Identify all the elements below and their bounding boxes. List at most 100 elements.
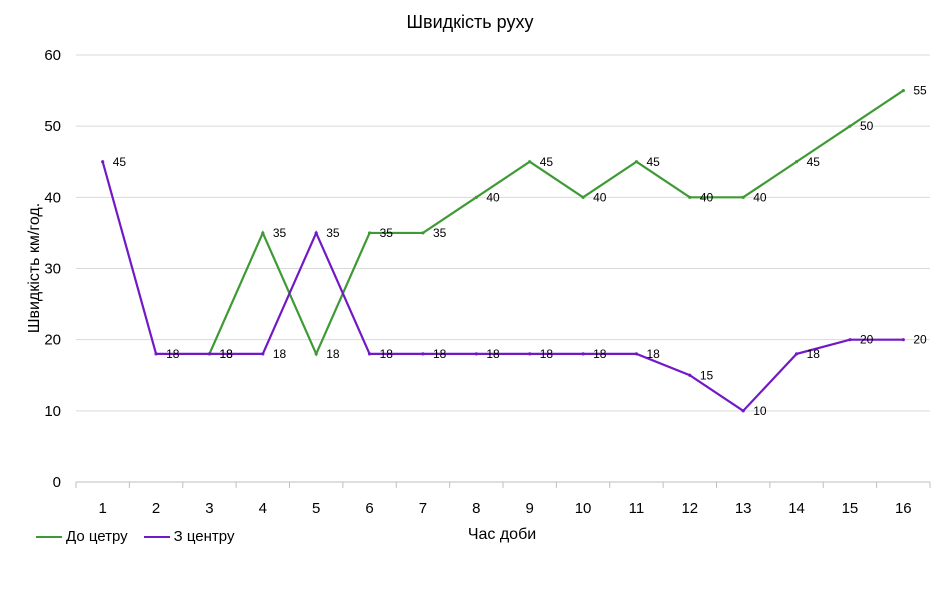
y-tick-label: 60 bbox=[44, 47, 61, 64]
data-point-series-2 bbox=[261, 352, 265, 356]
data-label-series-1: 50 bbox=[860, 119, 874, 133]
data-label-series-1: 45 bbox=[540, 155, 554, 169]
series-line-1 bbox=[208, 89, 904, 357]
data-point-series-2 bbox=[634, 352, 639, 356]
legend-label-series-2: З центру bbox=[173, 528, 235, 545]
data-label-series-2: 18 bbox=[593, 347, 607, 361]
data-label-series-1: 45 bbox=[807, 155, 821, 169]
data-label-series-2: 18 bbox=[273, 347, 287, 361]
data-label-series-1: 40 bbox=[753, 190, 767, 204]
data-label-series-1: 35 bbox=[273, 226, 287, 240]
legend-label-series-1: До цетру bbox=[66, 528, 128, 545]
data-label-series-2: 15 bbox=[700, 368, 714, 382]
data-label-series-2: 18 bbox=[486, 347, 500, 361]
y-tick-label: 20 bbox=[44, 332, 61, 349]
data-point-series-1 bbox=[848, 124, 852, 128]
data-label-series-1: 18 bbox=[326, 347, 340, 361]
data-point-series-1 bbox=[741, 195, 745, 199]
y-tick-label: 0 bbox=[53, 474, 61, 491]
data-point-series-1 bbox=[421, 231, 425, 235]
data-label-series-2: 45 bbox=[113, 155, 127, 169]
data-point-series-2 bbox=[314, 231, 318, 235]
y-tick-label: 10 bbox=[44, 403, 61, 420]
data-point-series-2 bbox=[154, 352, 158, 356]
x-tick-label: 15 bbox=[842, 500, 859, 517]
x-tick-label: 12 bbox=[681, 500, 698, 517]
x-tick-label: 14 bbox=[788, 500, 805, 517]
gridlines bbox=[76, 54, 930, 412]
legend-item-series-1: До цетру bbox=[36, 528, 128, 545]
legend-swatch-series-1 bbox=[36, 535, 62, 538]
legend: До цетру З центру bbox=[36, 528, 250, 545]
series-lines bbox=[101, 88, 905, 413]
data-point-series-2 bbox=[207, 352, 212, 356]
x-tick-label: 4 bbox=[259, 500, 267, 517]
data-label-series-1: 40 bbox=[593, 190, 607, 204]
data-point-series-1 bbox=[581, 195, 585, 199]
x-axis-title: Час доби bbox=[468, 526, 536, 543]
data-point-series-2 bbox=[848, 338, 852, 342]
data-label-series-2: 35 bbox=[326, 226, 340, 240]
y-axis-title: Швидкість км/год. bbox=[26, 203, 43, 333]
data-point-series-2 bbox=[474, 352, 478, 356]
x-tick-label: 6 bbox=[365, 500, 373, 517]
data-point-series-1 bbox=[367, 231, 372, 235]
data-label-series-2: 20 bbox=[913, 333, 927, 347]
data-point-series-2 bbox=[421, 352, 425, 356]
data-point-series-1 bbox=[474, 195, 478, 199]
x-tick-label: 3 bbox=[205, 500, 213, 517]
y-tick-labels: 0 10 20 30 40 50 60 bbox=[44, 47, 61, 491]
data-label-series-1: 35 bbox=[433, 226, 447, 240]
x-tick-label: 16 bbox=[895, 500, 912, 517]
data-label-series-1: 40 bbox=[486, 190, 500, 204]
data-point-series-2 bbox=[688, 373, 692, 377]
x-tick-label: 5 bbox=[312, 500, 320, 517]
y-tick-label: 30 bbox=[44, 261, 61, 278]
x-tick-label: 7 bbox=[419, 500, 427, 517]
x-tick-labels: 1 2 3 4 5 6 7 8 9 10 11 12 13 14 15 16 bbox=[99, 500, 912, 517]
data-label-series-1: 45 bbox=[646, 155, 660, 169]
data-label-series-2: 18 bbox=[646, 347, 660, 361]
data-label-series-2: 18 bbox=[433, 347, 447, 361]
x-tick-label: 13 bbox=[735, 500, 752, 517]
data-point-series-1 bbox=[688, 195, 692, 199]
data-label-series-2: 18 bbox=[807, 347, 821, 361]
data-point-series-2 bbox=[101, 160, 105, 164]
x-tick-label: 8 bbox=[472, 500, 480, 517]
data-point-series-2 bbox=[528, 352, 532, 356]
data-point-series-1 bbox=[314, 352, 318, 356]
x-tick-label: 11 bbox=[629, 500, 645, 517]
data-labels: 18 35 18 35 35 40 45 40 45 40 40 45 50 55 45 18 18 18 35 18… bbox=[113, 84, 927, 418]
data-point-series-1 bbox=[261, 231, 265, 235]
chart-title: Швидкість руху bbox=[407, 12, 534, 32]
x-tick-label: 2 bbox=[152, 500, 160, 517]
data-label-series-2: 20 bbox=[860, 333, 874, 347]
data-point-series-2 bbox=[741, 409, 745, 413]
legend-item-series-2: З центру bbox=[143, 528, 235, 545]
x-tick-label: 1 bbox=[99, 500, 107, 517]
x-tick-label: 9 bbox=[526, 500, 534, 517]
data-point-series-1 bbox=[528, 160, 532, 164]
data-label-series-1: 18 bbox=[219, 347, 233, 361]
axes bbox=[75, 481, 931, 488]
data-label-series-2: 18 bbox=[380, 347, 394, 361]
data-point-series-2 bbox=[794, 352, 799, 356]
data-point-series-1 bbox=[901, 88, 905, 93]
data-point-series-1 bbox=[634, 160, 639, 164]
data-label-series-2: 18 bbox=[219, 347, 233, 361]
y-tick-label: 40 bbox=[44, 189, 61, 206]
legend-swatch-series-2 bbox=[143, 535, 170, 538]
data-label-series-1: 40 bbox=[700, 190, 714, 204]
y-tick-label: 50 bbox=[44, 118, 61, 135]
data-label-series-2: 18 bbox=[540, 347, 554, 361]
data-point-series-2 bbox=[581, 352, 585, 356]
data-label-series-1: 55 bbox=[913, 84, 927, 98]
data-point-series-1 bbox=[794, 160, 799, 164]
data-point-series-2 bbox=[901, 338, 905, 342]
data-label-series-2: 10 bbox=[753, 404, 767, 418]
series-line-2 bbox=[101, 161, 904, 413]
x-tick-label: 10 bbox=[575, 500, 592, 517]
data-point-series-2 bbox=[367, 352, 372, 356]
data-label-series-2: 18 bbox=[166, 347, 180, 361]
